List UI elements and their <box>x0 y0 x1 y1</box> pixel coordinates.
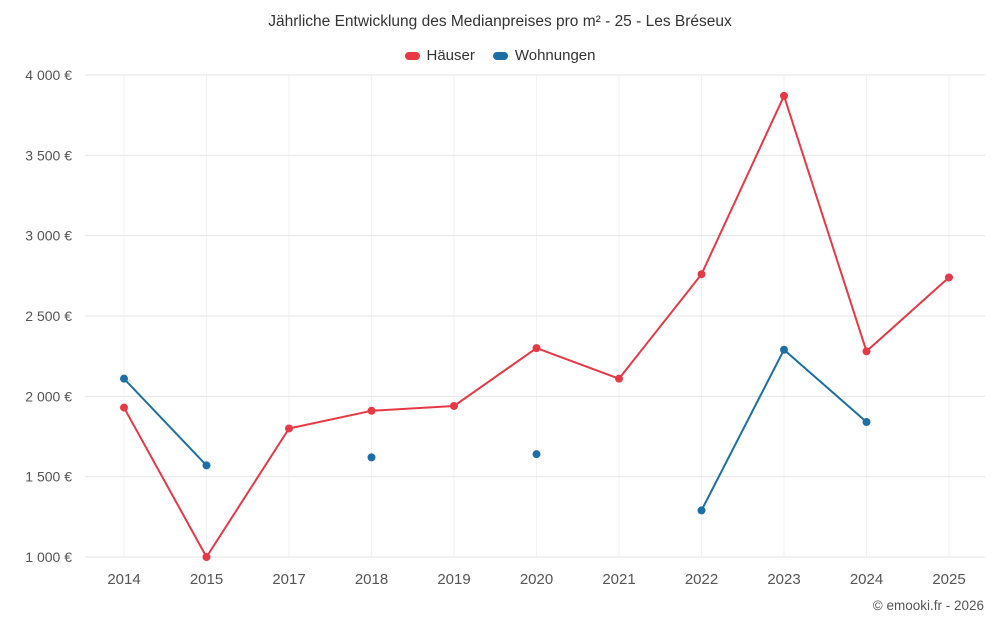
y-axis-label: 2 000 € <box>25 388 72 404</box>
series-line-1 <box>123 348 868 512</box>
data-point[interactable] <box>615 374 623 383</box>
data-point[interactable] <box>945 273 953 282</box>
legend-item-haeuser[interactable]: Häuser <box>404 47 475 64</box>
y-axis-label: 1 000 € <box>25 549 72 565</box>
legend-marker-wohnungen <box>492 51 508 60</box>
legend: Häuser Wohnungen <box>0 47 1000 64</box>
x-axis-label: 2021 <box>602 571 635 588</box>
x-axis-label: 2018 <box>355 571 388 588</box>
data-point[interactable] <box>367 406 376 415</box>
x-axis-label: 2024 <box>850 571 883 588</box>
x-axis-label: 2019 <box>437 571 470 588</box>
data-point[interactable] <box>450 401 458 410</box>
x-axis-label: 2022 <box>685 571 718 588</box>
x-axis-label: 2020 <box>520 571 553 588</box>
data-point[interactable] <box>532 344 541 353</box>
legend-label-wohnungen: Wohnungen <box>514 47 596 64</box>
y-axis-label: 2 500 € <box>25 308 72 324</box>
data-point[interactable] <box>780 91 788 100</box>
legend-marker-haeuser <box>404 51 420 60</box>
data-point[interactable] <box>367 453 376 462</box>
data-point[interactable] <box>285 424 293 433</box>
copyright: © emooki.fr - 2026 <box>872 598 984 613</box>
data-point[interactable] <box>780 345 788 354</box>
legend-item-wohnungen[interactable]: Wohnungen <box>492 47 596 64</box>
data-point[interactable] <box>120 403 128 412</box>
data-point[interactable] <box>120 374 128 383</box>
data-point[interactable] <box>862 418 871 427</box>
chart-title: Jährliche Entwicklung des Medianpreises … <box>268 13 732 30</box>
data-point[interactable] <box>532 450 541 459</box>
y-axis-label: 3 000 € <box>25 228 72 244</box>
legend-label-haeuser: Häuser <box>426 47 475 64</box>
data-point[interactable] <box>697 506 706 515</box>
data-point[interactable] <box>202 553 211 561</box>
x-axis-label: 2015 <box>190 571 223 588</box>
y-axis-label: 4 000 € <box>25 67 72 83</box>
data-point[interactable] <box>202 461 211 470</box>
x-axis-label: 2023 <box>767 571 800 588</box>
y-axis-label: 3 500 € <box>25 147 72 163</box>
x-axis-label: 2017 <box>272 571 305 588</box>
y-axis-label: 1 500 € <box>25 469 72 485</box>
x-axis-label: 2025 <box>932 571 965 588</box>
data-point[interactable] <box>697 270 706 279</box>
data-point[interactable] <box>862 347 871 356</box>
x-axis-label: 2014 <box>107 571 140 588</box>
